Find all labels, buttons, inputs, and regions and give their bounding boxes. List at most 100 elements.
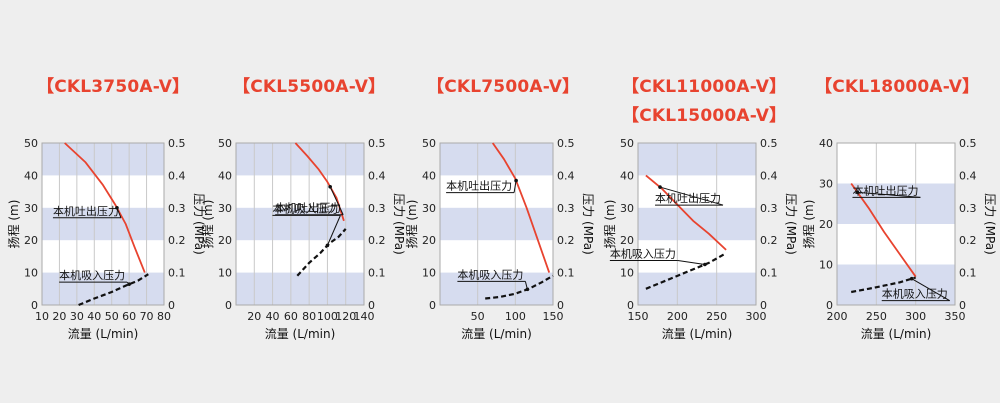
y-right-tick-label: 0.2 [959,234,977,247]
x-tick-label: 20 [247,310,261,323]
y-right-tick-label: 0 [168,299,175,312]
y-right-tick-label: 0.5 [368,137,386,150]
y-right-axis-label: 压力 (MPa) [192,193,206,255]
callout-arrow-tip [525,287,530,292]
discharge-pressure-curve [64,142,146,273]
x-tick-label: 60 [284,310,298,323]
y-right-tick-label: 0.4 [368,169,386,182]
y-right-tick-label: 0.4 [760,169,778,182]
chart-title: 【CKL3750A-V】 [37,77,190,97]
suction-pressure-curve [485,274,554,300]
x-tick-label: 40 [266,310,280,323]
y-right-tick-label: 0.3 [760,202,778,215]
grid-band [440,272,553,305]
discharge-pressure-curve [294,142,345,222]
y-left-tick-label: 30 [218,202,232,215]
x-tick-label: 250 [706,310,727,323]
x-axis-label: 流量 (L/min) [461,327,532,341]
grid-band [638,143,756,176]
y-right-tick-label: 0.5 [168,137,186,150]
x-tick-label: 20 [52,310,66,323]
suction-pressure-curve [850,276,917,294]
callout-label: 本机吐出压力 [53,204,119,218]
callout-arrow-tip [909,276,914,281]
x-tick-label: 100 [505,310,526,323]
x-tick-label: 80 [157,310,171,323]
callout-leader [911,278,950,302]
grid-band [440,207,553,241]
x-tick-label: 300 [905,310,926,323]
x-tick-label: 300 [746,310,767,323]
y-right-tick-label: 0.3 [368,202,386,215]
y-right-tick-label: 0.5 [959,137,977,150]
y-right-tick-label: 0.2 [368,234,386,247]
callout-label: 本机吸入压力 [272,201,338,215]
x-axis-label: 流量 (L/min) [861,327,932,341]
y-right-tick-label: 0.3 [168,202,186,215]
x-tick-label: 200 [667,310,688,323]
y-right-axis-label: 压力 (MPa) [983,193,997,255]
x-tick-label: 350 [945,310,966,323]
y-left-tick-label: 50 [24,137,38,150]
x-tick-label: 30 [70,310,84,323]
callout-arrow-tip [658,185,662,189]
x-tick-label: 100 [317,310,338,323]
x-tick-label: 50 [105,310,119,323]
pump-curve-chart-ckl5500: 0 10 20 30 40 50 0 0.1 0.2 0.3 0.4 0.5 20 40 60 80 10012… [200,137,406,341]
callout-label: 本机吐出压力 [655,191,721,205]
chart-title: 【CKL11000A-V】 [622,77,787,97]
suction-pressure-curve [645,252,727,290]
y-right-tick-label: 0 [959,299,966,312]
pump-curve-chart-ckl11000: 0 10 20 30 40 50 0 0.1 0.2 0.3 0.4 0.5 150 200 250 300 流… [602,137,798,341]
callout-leader [513,180,517,193]
y-left-axis-label: 扬程 (m) [404,200,419,249]
y-right-tick-label: 0.1 [368,267,386,280]
y-right-tick-label: 0 [557,299,564,312]
y-right-tick-label: 0.3 [959,202,977,215]
y-left-tick-label: 0 [429,299,436,312]
pump-curve-chart-ckl18000: 0 10 20 30 40 0 0.1 0.2 0.3 0.4 0.5 200 250 300 350 流量 … [801,137,997,341]
y-left-tick-label: 10 [819,259,833,272]
y-left-axis-label: 扬程 (m) [200,200,215,249]
y-right-tick-label: 0 [368,299,375,312]
callout-label: 本机吸入压力 [59,268,125,282]
plot-frame [235,142,365,306]
pump-curve-chart-ckl7500: 0 10 20 30 40 50 0 0.1 0.2 0.3 0.4 0.5 50 100 150 流量 (L… [404,137,595,341]
y-left-tick-label: 30 [819,178,833,191]
callout-leader [677,260,705,265]
x-tick-label: 150 [628,310,649,323]
y-left-tick-label: 10 [218,267,232,280]
plot-frame [637,142,757,306]
x-axis-label: 流量 (L/min) [68,327,139,341]
grid-band [837,264,955,305]
y-left-tick-label: 10 [24,267,38,280]
y-left-tick-label: 30 [24,202,38,215]
y-left-tick-label: 0 [31,299,38,312]
callout-arrow-tip [115,206,119,210]
y-left-tick-label: 0 [627,299,634,312]
y-left-tick-label: 20 [24,234,38,247]
y-right-tick-label: 0.1 [557,267,575,280]
grid-band [638,272,756,305]
callout-arrow-tip [328,184,332,189]
y-left-tick-label: 0 [826,299,833,312]
x-tick-label: 140 [354,310,375,323]
y-left-tick-label: 40 [620,169,634,182]
callout-label: 本机吸入压力 [457,267,523,281]
y-right-tick-label: 0.3 [557,202,575,215]
x-tick-label: 200 [827,310,848,323]
y-left-tick-label: 40 [24,169,38,182]
x-axis-label: 流量 (L/min) [265,327,336,341]
y-left-axis-label: 扬程 (m) [801,200,816,249]
callout-arrow-tip [703,262,707,267]
y-left-tick-label: 40 [422,169,436,182]
x-tick-label: 40 [87,310,101,323]
y-right-tick-label: 0.4 [557,169,575,182]
y-right-axis-label: 压力 (MPa) [581,193,595,255]
y-right-tick-label: 0.1 [168,267,186,280]
chart-title-secondary: 【CKL15000A-V】 [622,106,787,126]
x-tick-label: 120 [335,310,356,323]
x-tick-label: 150 [543,310,564,323]
x-tick-label: 10 [35,310,49,323]
